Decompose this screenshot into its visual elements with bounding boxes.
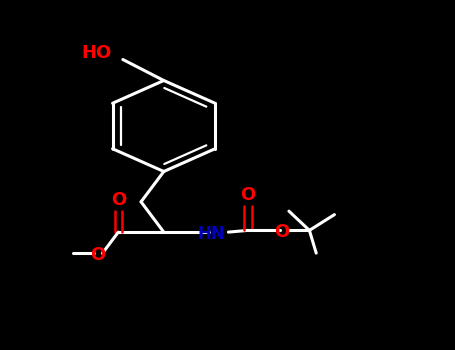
Text: HO: HO <box>81 44 111 62</box>
Text: O: O <box>274 223 290 241</box>
Text: O: O <box>90 246 106 264</box>
Text: O: O <box>240 186 256 204</box>
Text: O: O <box>111 191 126 209</box>
Text: HN: HN <box>198 225 225 243</box>
